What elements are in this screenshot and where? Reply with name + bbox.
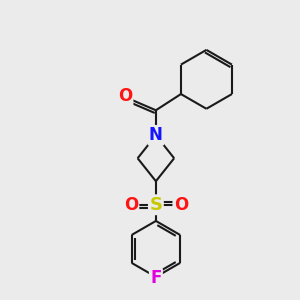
Text: F: F xyxy=(150,269,162,287)
Text: S: S xyxy=(149,196,162,214)
Text: O: O xyxy=(118,86,132,104)
Text: O: O xyxy=(174,196,188,214)
Text: N: N xyxy=(149,126,163,144)
Text: O: O xyxy=(124,196,138,214)
